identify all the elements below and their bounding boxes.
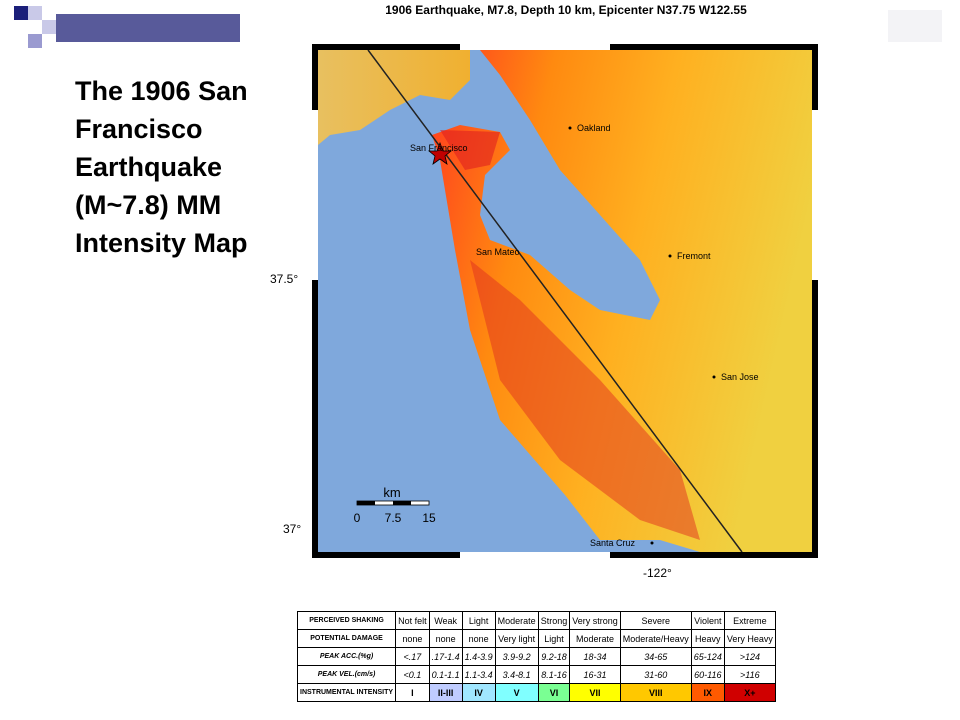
- deco-square: [28, 34, 42, 48]
- city-label: Fremont: [677, 251, 711, 261]
- land-main: [432, 50, 812, 552]
- frame: [812, 44, 818, 558]
- red-zone: [440, 130, 500, 170]
- row-header: PEAK VEL.(cm/s): [296, 665, 397, 684]
- legend-row: PEAK VEL.(cm/s) <0.1 0.1-1.1 1.1-3.4 3.4-8.1…: [296, 665, 776, 684]
- legend-cell: X+: [723, 683, 776, 702]
- scale-unit: km: [383, 485, 400, 500]
- legend-cell: V: [494, 683, 539, 702]
- legend-cell: 65-124: [690, 647, 725, 666]
- row-header: PERCEIVED SHAKING: [296, 611, 397, 630]
- legend-cell: Light: [461, 611, 496, 630]
- epicenter: [427, 141, 453, 165]
- map-title: 1906 Earthquake, M7.8, Depth 10 km, Epic…: [385, 3, 747, 17]
- city-label: San Francisco: [410, 143, 468, 153]
- deco-square: [888, 10, 942, 42]
- legend-cell: 16-31: [569, 665, 621, 684]
- legend-cell: Extreme: [723, 611, 776, 630]
- scale-tick: 7.5: [385, 511, 402, 525]
- legend-cell: IX: [690, 683, 725, 702]
- land-north: [318, 50, 470, 145]
- red-zone: [470, 260, 700, 540]
- legend-row: PEAK ACC.(%g) <.17.17-1.4 1.4-3.9 3.9-9.2 9.…: [296, 647, 776, 666]
- row-header: INSTRUMENTAL INTENSITY: [296, 683, 397, 702]
- legend-cell: VIII: [619, 683, 692, 702]
- legend-cell: IV: [461, 683, 496, 702]
- legend-cell: Violent: [690, 611, 725, 630]
- lat-label: 37.5°: [270, 272, 298, 286]
- legend-cell: none: [461, 629, 496, 648]
- legend-cell: none: [428, 629, 463, 648]
- legend-cell: .17-1.4: [428, 647, 463, 666]
- legend-cell: >116: [723, 665, 776, 684]
- legend-cell: 60-116: [690, 665, 725, 684]
- frame: [812, 110, 818, 280]
- legend-cell: 8.1-16: [537, 665, 571, 684]
- legend-cell: 9.2-18: [537, 647, 571, 666]
- city-dot: [568, 126, 572, 130]
- legend-cell: 1.4-3.9: [461, 647, 496, 666]
- scale-bar: [357, 501, 375, 505]
- legend-row: INSTRUMENTAL INTENSITY I II-III IV V VI VII VII…: [296, 683, 776, 702]
- frame: [460, 552, 610, 558]
- lon-label: -122°: [643, 566, 672, 580]
- deco-square: [28, 6, 42, 20]
- legend-cell: Severe: [619, 611, 692, 630]
- legend-cell: Very light: [494, 629, 539, 648]
- row-header: PEAK ACC.(%g): [296, 647, 397, 666]
- legend-cell: VI: [537, 683, 571, 702]
- legend-cell: Moderate/Heavy: [619, 629, 692, 648]
- city-dot: [650, 541, 654, 545]
- legend-cell: none: [395, 629, 430, 648]
- frame: [312, 44, 318, 558]
- legend-cell: Moderate: [494, 611, 539, 630]
- legend-cell: 3.4-8.1: [494, 665, 539, 684]
- intensity-map: 1906 Earthquake, M7.8, Depth 10 km, Epic…: [270, 3, 818, 580]
- legend-cell: Heavy: [690, 629, 725, 648]
- scale-bar: [393, 501, 411, 505]
- scale-tick: 15: [422, 511, 436, 525]
- legend-cell: <.17: [395, 647, 430, 666]
- city-dot: [712, 375, 716, 379]
- legend-cell: 34-65: [619, 647, 692, 666]
- city-label: San Mateo: [476, 247, 520, 257]
- slide-title: The 1906 San Francisco Earthquake (M~7.8…: [75, 76, 248, 258]
- legend-row: POTENTIAL DAMAGE none none none Very light Li…: [296, 629, 776, 648]
- legend-cell: 1.1-3.4: [461, 665, 496, 684]
- lat-label: 37°: [283, 522, 301, 536]
- deco-square: [42, 20, 56, 34]
- row-header: POTENTIAL DAMAGE: [296, 629, 397, 648]
- city-label: San Jose: [721, 372, 759, 382]
- legend-cell: VII: [569, 683, 621, 702]
- legend-cell: Moderate: [569, 629, 621, 648]
- legend-row: PERCEIVED SHAKING Not felt Weak Light Modera…: [296, 611, 776, 630]
- city-label: Oakland: [577, 123, 611, 133]
- scale-tick: 0: [354, 511, 361, 525]
- legend-cell: 31-60: [619, 665, 692, 684]
- fault-line: [367, 49, 743, 553]
- frame: [312, 110, 318, 280]
- legend-cell: II-III: [428, 683, 463, 702]
- legend-cell: >124: [723, 647, 776, 666]
- legend-cell: Not felt: [395, 611, 430, 630]
- legend-cell: 18-34: [569, 647, 621, 666]
- legend-cell: Very strong: [569, 611, 621, 630]
- legend-cell: Strong: [537, 611, 571, 630]
- intensity-legend: PERCEIVED SHAKING Not felt Weak Light Modera…: [296, 611, 776, 702]
- legend-cell: <0.1: [395, 665, 430, 684]
- legend-cell: I: [395, 683, 430, 702]
- legend-cell: Weak: [428, 611, 463, 630]
- legend-cell: Very Heavy: [723, 629, 776, 648]
- city-dot: [668, 254, 672, 258]
- deco-bar: [56, 14, 240, 42]
- legend-cell: Light: [537, 629, 571, 648]
- frame: [460, 44, 610, 50]
- deco-square: [14, 6, 28, 20]
- city-label: Santa Cruz: [590, 538, 636, 548]
- legend-cell: 3.9-9.2: [494, 647, 539, 666]
- legend-cell: 0.1-1.1: [428, 665, 463, 684]
